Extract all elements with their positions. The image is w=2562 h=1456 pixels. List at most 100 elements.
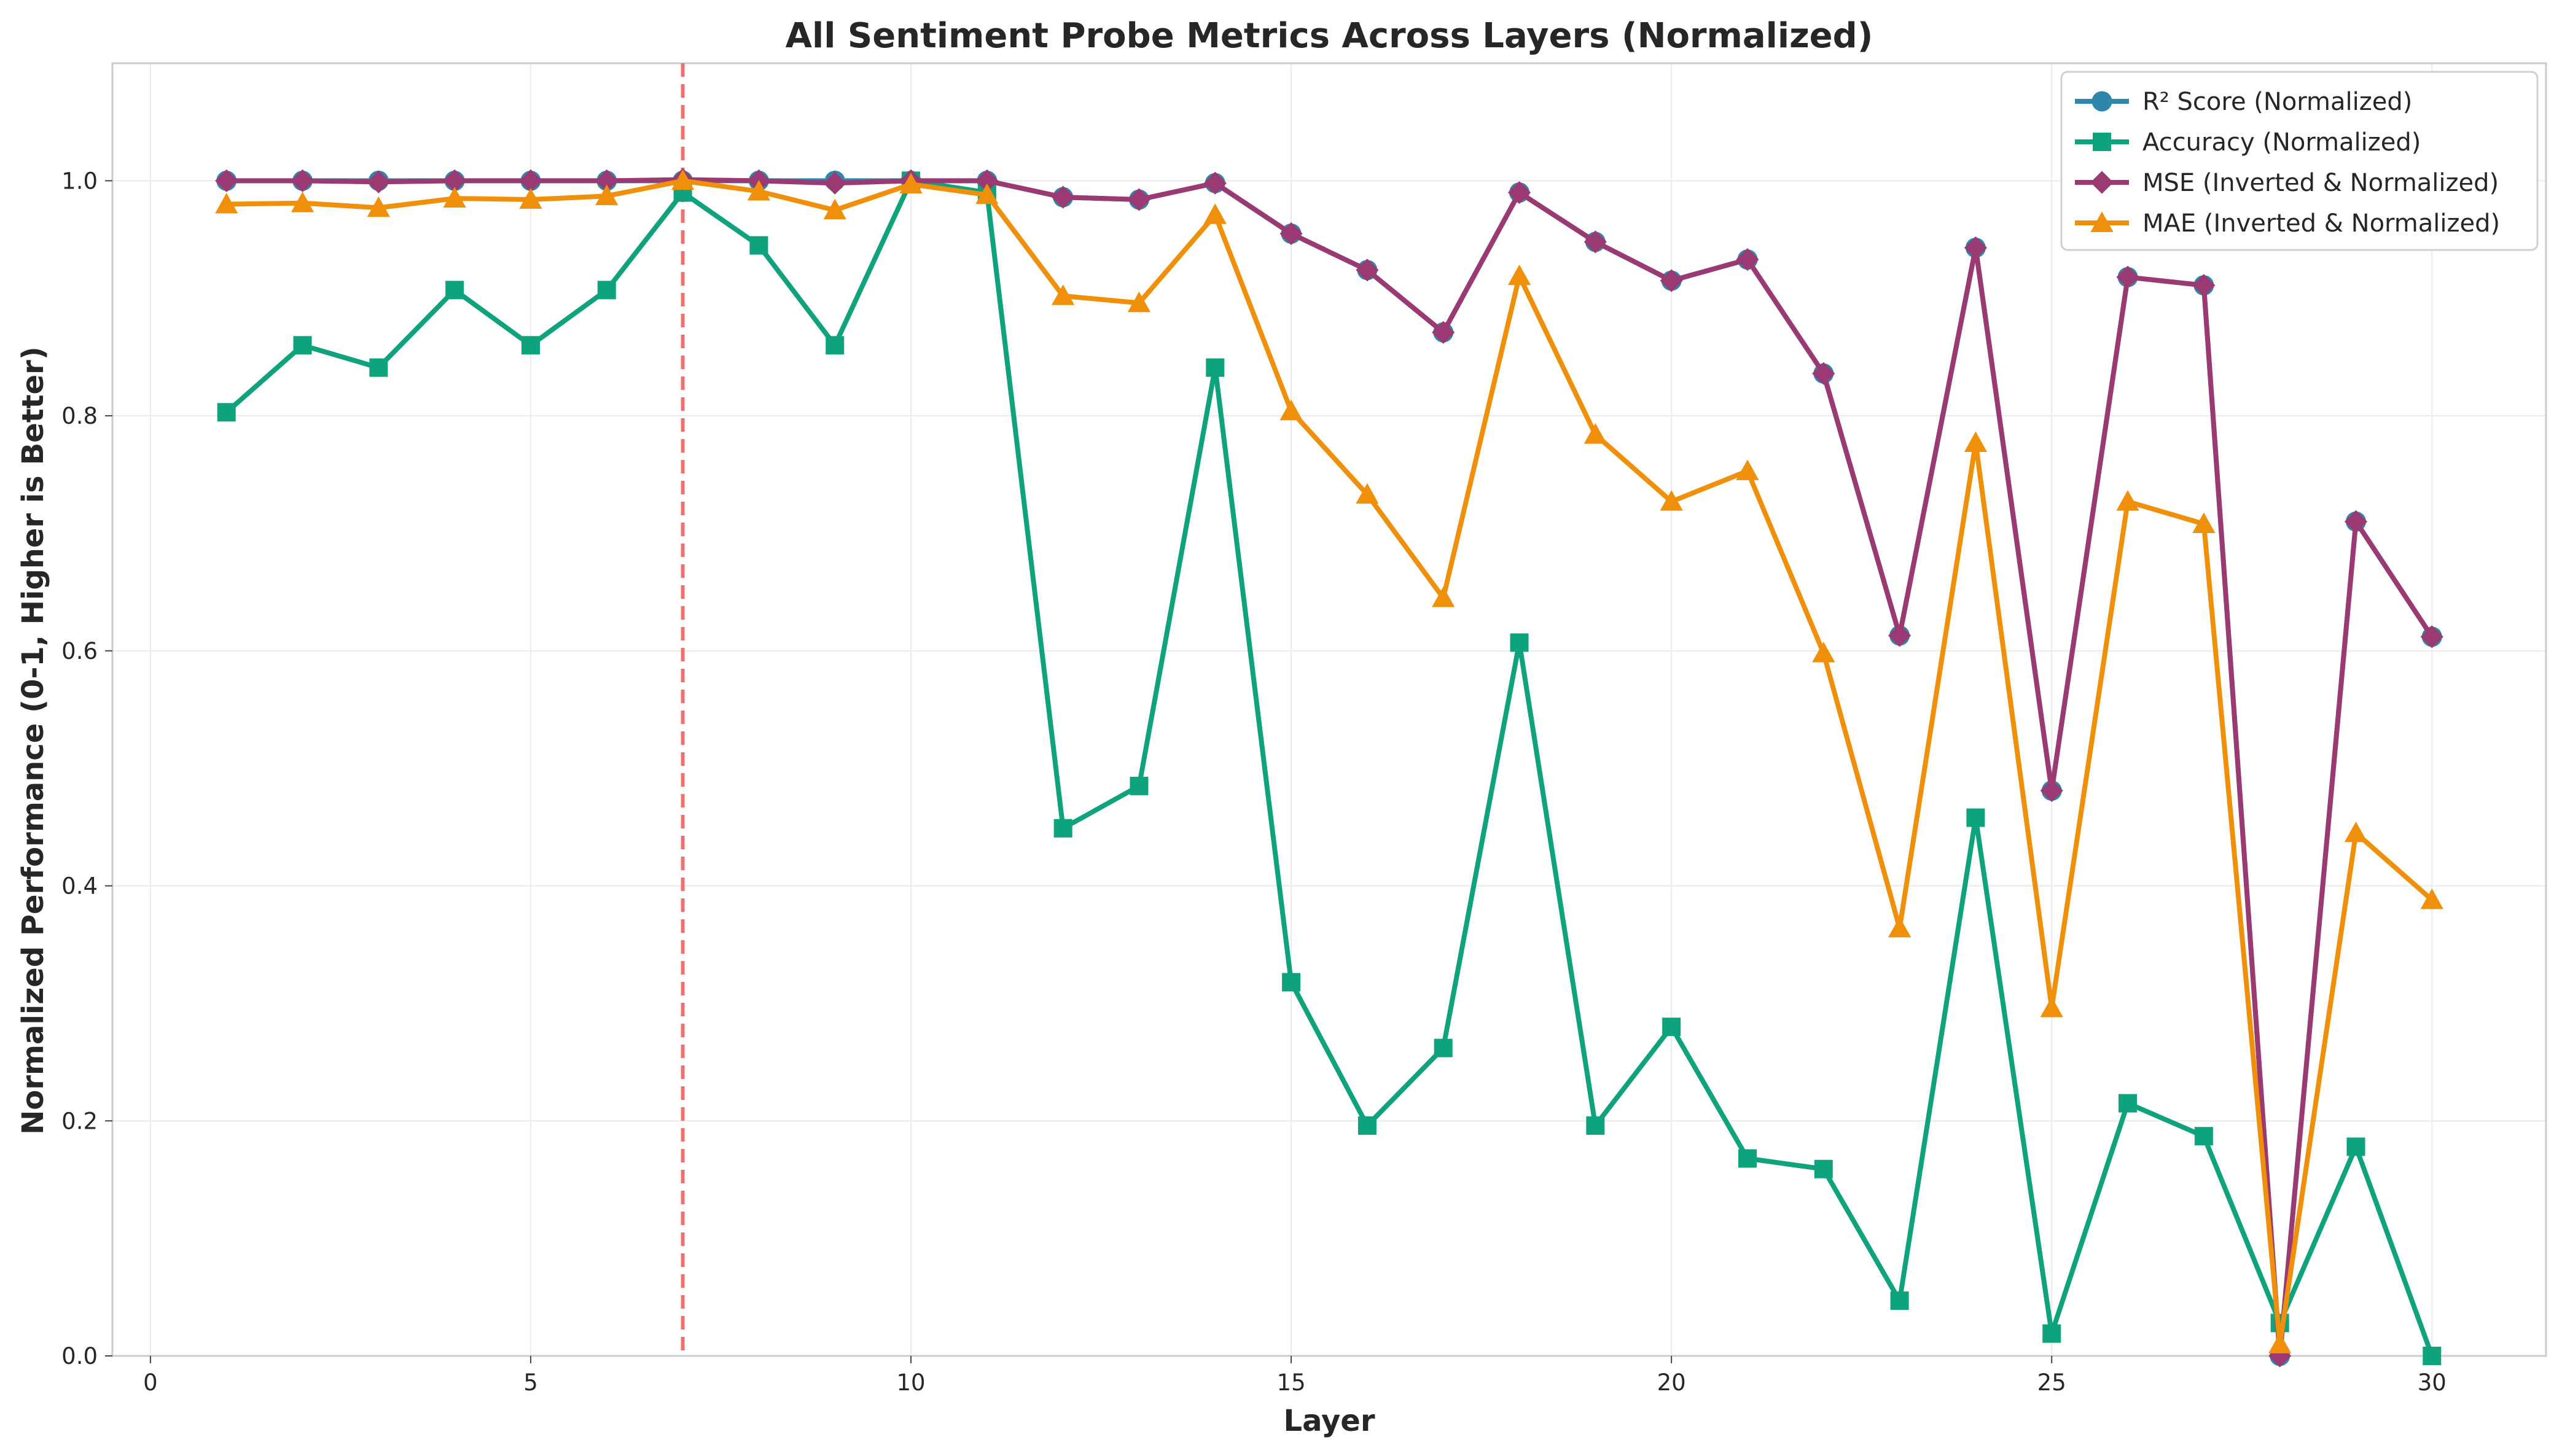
data-point-diamond	[1888, 624, 1912, 647]
data-point-diamond	[1356, 259, 1379, 282]
data-point-square	[1890, 1291, 1909, 1310]
data-point-diamond	[2420, 625, 2443, 648]
data-point-square	[1814, 1159, 1833, 1178]
data-point-triangle	[1507, 264, 1531, 286]
data-point-square	[1662, 1018, 1681, 1037]
data-point-triangle	[215, 193, 238, 214]
legend-label: MAE (Inverted & Normalized)	[2142, 209, 2500, 238]
data-point-triangle	[1584, 423, 1607, 444]
data-point-diamond	[1279, 222, 1303, 246]
data-point-square	[369, 358, 388, 377]
data-point-triangle	[1660, 490, 1683, 511]
data-point-triangle	[747, 179, 771, 201]
data-point-diamond	[595, 169, 619, 192]
data-point-square	[749, 236, 768, 255]
y-tick-label: 0.2	[61, 1108, 98, 1134]
data-point-diamond	[2116, 265, 2139, 289]
data-point-triangle	[1964, 431, 1988, 452]
x-tick-label: 15	[1277, 1369, 1306, 1396]
x-tick-label: 10	[896, 1369, 925, 1396]
data-point-triangle	[823, 198, 846, 220]
data-point-diamond	[367, 170, 390, 193]
y-tick-label: 1.0	[61, 168, 98, 194]
data-point-diamond	[2192, 274, 2216, 297]
series-line-square	[224, 178, 2435, 1358]
x-tick-label: 0	[143, 1369, 158, 1396]
data-point-square	[1966, 808, 1985, 827]
data-point-square	[293, 336, 312, 355]
x-tick-label: 30	[2418, 1369, 2447, 1396]
data-point-diamond	[443, 169, 466, 192]
data-point-square	[1053, 819, 1072, 838]
data-point-square	[1586, 1116, 1605, 1135]
data-point-square	[1434, 1038, 1453, 1057]
data-point-triangle	[671, 169, 695, 190]
data-point-triangle	[1127, 291, 1151, 313]
data-point-diamond	[1432, 321, 1455, 344]
legend-marker-triangle	[2090, 211, 2114, 232]
y-tick-label: 0.8	[61, 403, 98, 429]
data-point-diamond	[1507, 181, 1531, 204]
y-tick-label: 0.0	[61, 1343, 98, 1369]
data-point-triangle	[367, 196, 390, 217]
data-point-diamond	[823, 171, 846, 195]
data-point-square	[826, 336, 845, 355]
data-point-triangle	[291, 192, 314, 212]
data-point-square	[1510, 633, 1529, 652]
data-point-triangle	[1356, 483, 1379, 504]
data-point-triangle	[899, 173, 923, 193]
data-point-diamond	[215, 169, 238, 192]
data-point-square	[2423, 1347, 2442, 1365]
data-point-diamond	[1736, 247, 1759, 271]
data-point-diamond	[1584, 230, 1607, 254]
data-point-triangle	[1888, 916, 1912, 938]
data-point-square	[217, 403, 236, 422]
data-point-triangle	[975, 183, 999, 204]
data-point-triangle	[1812, 642, 1835, 663]
data-point-square	[1282, 973, 1301, 992]
y-tick-label: 0.6	[61, 638, 98, 664]
data-point-diamond	[975, 169, 999, 192]
legend-label: R² Score (Normalized)	[2142, 88, 2412, 116]
data-point-triangle	[2116, 490, 2139, 511]
legend-label: Accuracy (Normalized)	[2142, 128, 2421, 157]
plot-area: 0 5 10 15 20 25 30 0.0 0.2 0.4 0.6 0.8 1.0	[61, 62, 2547, 1396]
series-line-diamond	[224, 177, 2435, 1358]
chart-title: All Sentiment Probe Metrics Across Layer…	[786, 16, 1873, 56]
legend-box	[2060, 71, 2539, 251]
data-point-triangle	[2344, 821, 2368, 843]
data-point-diamond	[1052, 185, 1075, 209]
data-point-triangle	[2268, 1333, 2292, 1353]
legend: R² Score (Normalized) Accuracy (Normalize…	[2060, 71, 2539, 251]
data-point-diamond	[2040, 779, 2063, 803]
data-point-diamond	[1203, 171, 1227, 195]
y-axis-label: Normalized Performance (0-1, Higher is B…	[16, 346, 50, 1135]
data-point-square	[1130, 776, 1149, 795]
series-line-triangle	[224, 178, 2435, 1347]
legend-marker-circle	[2091, 91, 2112, 112]
data-point-triangle	[1279, 399, 1303, 421]
data-point-triangle	[1203, 203, 1227, 224]
data-point-square	[2119, 1094, 2138, 1113]
data-point-triangle	[519, 188, 542, 209]
data-point-triangle	[2040, 996, 2063, 1018]
data-point-square	[2346, 1137, 2365, 1156]
data-point-square	[1357, 1116, 1377, 1135]
data-point-square	[1206, 358, 1225, 377]
data-point-diamond	[291, 169, 314, 192]
data-point-diamond	[1127, 188, 1151, 211]
x-tick-label: 25	[2037, 1369, 2066, 1396]
data-point-triangle	[2420, 888, 2443, 909]
data-point-diamond	[1660, 269, 1683, 292]
data-point-diamond	[1964, 236, 1988, 260]
legend-marker-diamond	[2090, 171, 2114, 194]
x-tick-label: 5	[523, 1369, 538, 1396]
data-point-square	[597, 281, 616, 300]
data-point-triangle	[2192, 512, 2216, 534]
data-point-diamond	[2344, 510, 2368, 533]
data-point-triangle	[1736, 459, 1759, 480]
data-point-triangle	[1052, 284, 1075, 305]
data-point-triangle	[443, 187, 466, 208]
legend-marker-square	[2093, 133, 2111, 151]
